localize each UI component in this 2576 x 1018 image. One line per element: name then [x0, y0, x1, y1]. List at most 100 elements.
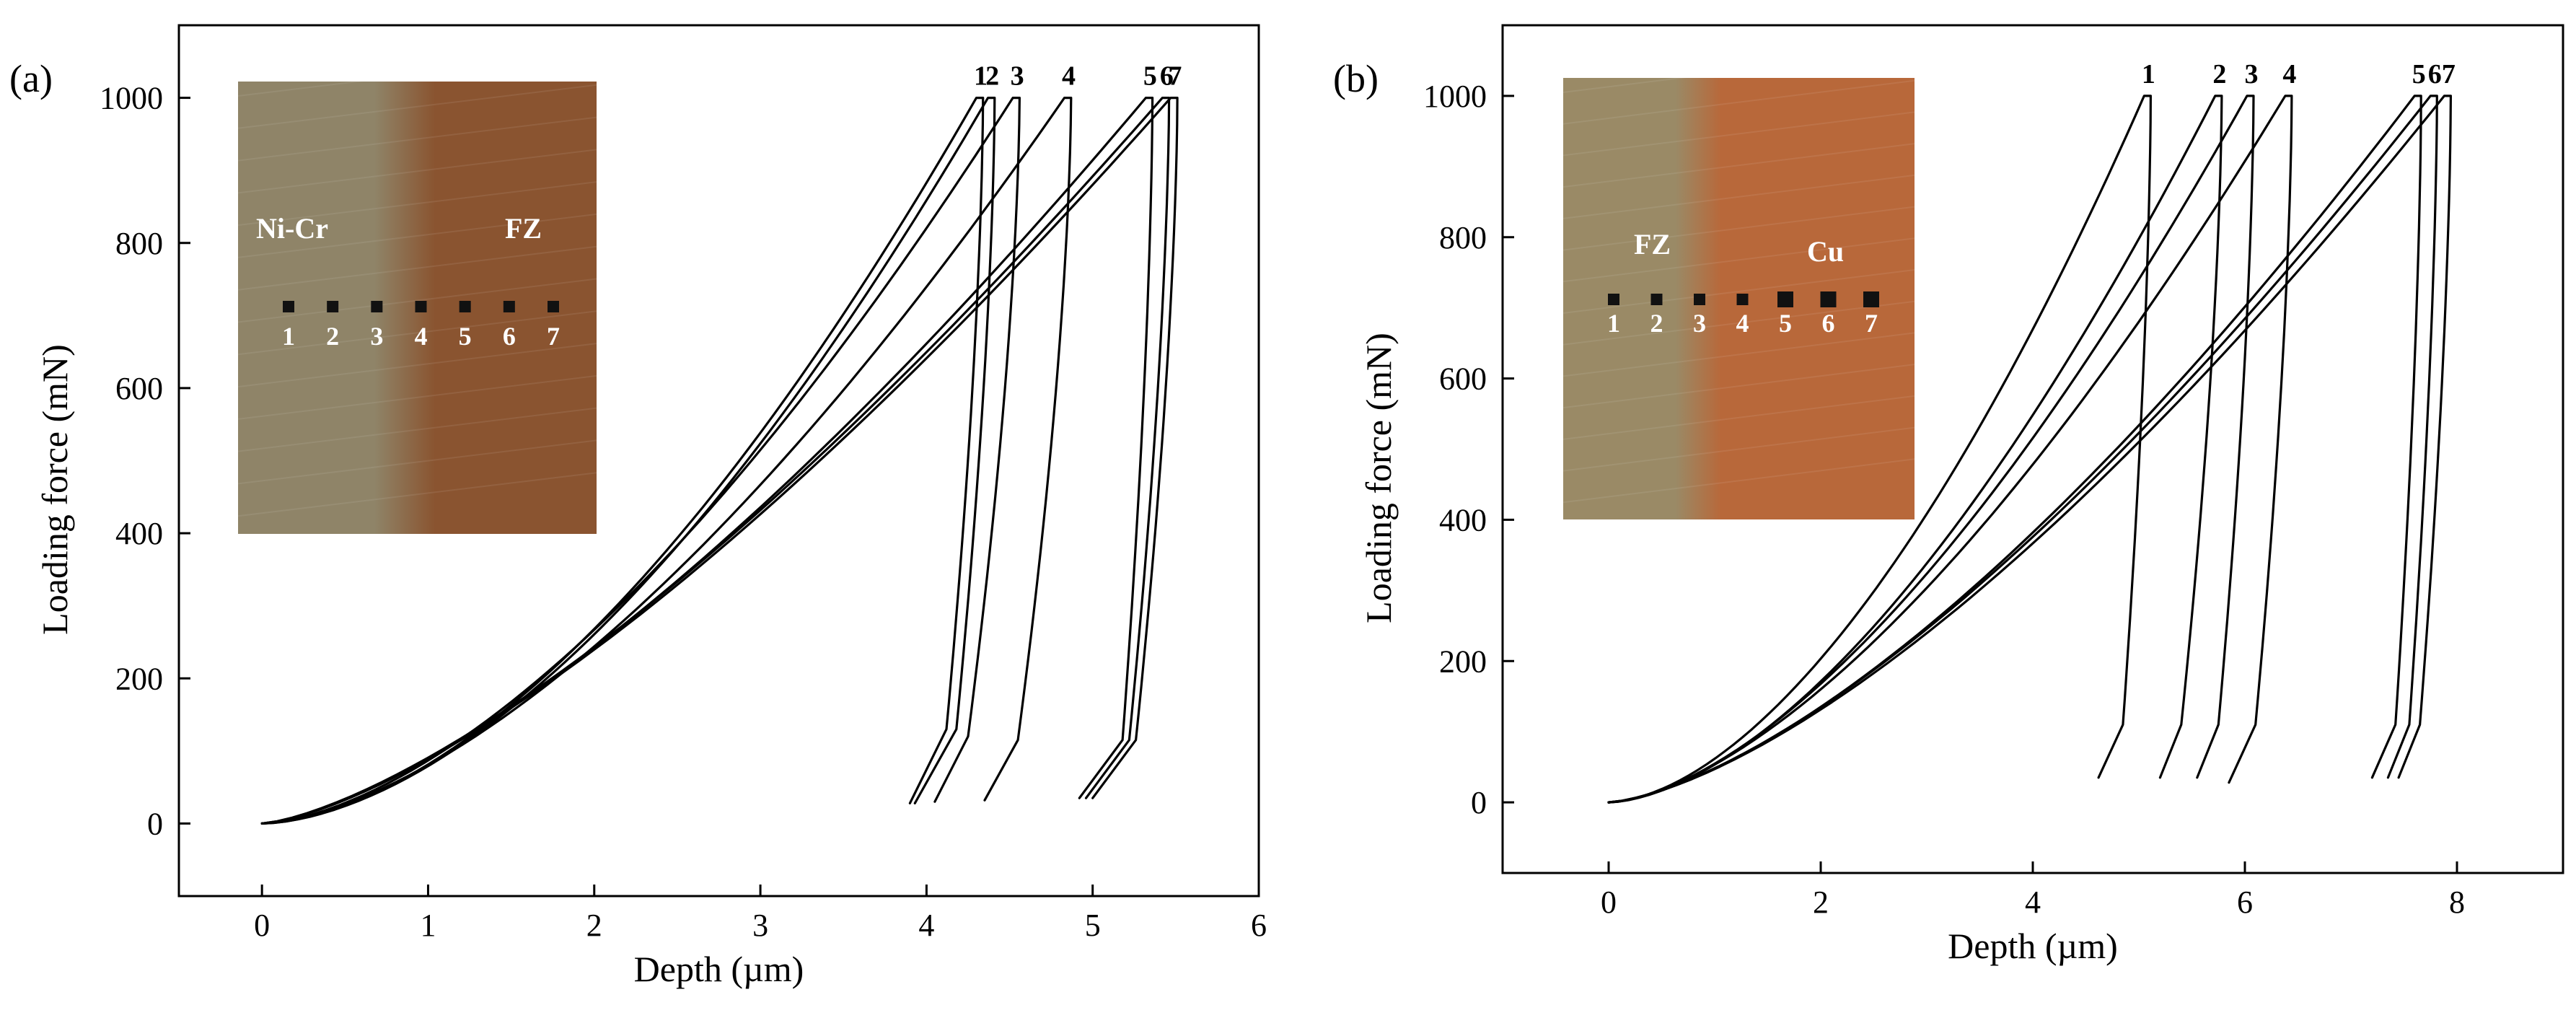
indent-mark: [1694, 294, 1705, 305]
indent-label: 7: [547, 322, 560, 351]
curve-6: [1607, 95, 2438, 804]
curve-1: [1607, 95, 2152, 804]
x-tick-label: 3: [752, 908, 768, 943]
indent-label: 1: [282, 322, 295, 351]
curve-label-2: 2: [985, 61, 999, 92]
y-tick-label: 1000: [1423, 79, 1487, 114]
inset-texture: [1562, 206, 1915, 251]
y-tick-label: 800: [115, 226, 163, 261]
y-tick-label: 200: [1439, 644, 1487, 679]
x-tick-label: 4: [2025, 885, 2041, 920]
x-axis-label: Depth (µm): [1948, 926, 2118, 966]
inset-texture: [237, 278, 597, 323]
indent-label: 4: [415, 322, 428, 351]
inset-texture: [237, 472, 597, 517]
curve-label-7: 7: [2442, 59, 2456, 89]
inset-texture: [1562, 174, 1915, 219]
inset-texture: [1562, 364, 1915, 409]
x-tick-label: 2: [586, 908, 602, 943]
curve-3: [1607, 95, 2255, 804]
inset-texture: [1562, 426, 1915, 472]
y-tick-label: 400: [115, 516, 163, 551]
inset-texture: [1562, 458, 1915, 504]
indent-mark: [548, 301, 559, 312]
x-tick-label: 8: [2449, 885, 2465, 920]
inset-texture: [1562, 143, 1915, 188]
curve-4: [260, 97, 1073, 825]
x-tick-label: 2: [1813, 885, 1829, 920]
curve-label-2: 2: [2212, 59, 2226, 89]
indent-label: 7: [1865, 309, 1878, 338]
indent-label: 4: [1736, 309, 1749, 338]
plot-frame: [177, 24, 1260, 898]
indent-label: 6: [1822, 309, 1835, 338]
indent-mark: [1650, 294, 1663, 305]
inset-texture: [237, 84, 597, 129]
x-tick-label: 1: [420, 908, 436, 943]
x-tick-label: 0: [1601, 885, 1617, 920]
inset-texture: [1562, 237, 1915, 283]
x-tick-label: 5: [1085, 908, 1101, 943]
curve-label-5: 5: [1143, 61, 1157, 92]
indent-mark: [327, 301, 339, 312]
curve-label-1: 1: [974, 61, 988, 92]
indent-label: 3: [370, 322, 383, 351]
x-tick-label: 6: [2237, 885, 2253, 920]
inset-texture: [1562, 111, 1915, 157]
y-tick-label: 0: [147, 806, 163, 841]
inset-texture: [237, 245, 597, 291]
indent-mark: [503, 301, 515, 312]
curve-label-4: 4: [1062, 61, 1076, 92]
panel-label: (b): [1333, 57, 1379, 100]
indent-mark: [1777, 291, 1793, 307]
y-tick-label: 600: [115, 371, 163, 406]
curve-label-4: 4: [2282, 59, 2296, 89]
x-tick-label: 6: [1251, 908, 1267, 943]
indent-label: 6: [503, 322, 516, 351]
curve-7: [260, 97, 1179, 825]
inset-texture: [1562, 332, 1915, 377]
x-tick-label: 4: [918, 908, 934, 943]
indent-label: 5: [1779, 309, 1792, 338]
curve-label-6: 6: [2428, 59, 2442, 89]
inset-region-label: FZ: [1634, 228, 1671, 260]
y-tick-label: 800: [1439, 220, 1487, 255]
y-tick-label: 600: [1439, 361, 1487, 397]
curve-label-3: 3: [1011, 61, 1024, 92]
inset-texture: [1562, 269, 1915, 314]
inset-texture: [1562, 48, 1915, 93]
y-tick-label: 0: [1471, 785, 1487, 820]
inset-region-label: FZ: [505, 212, 542, 245]
panel-label: (a): [9, 57, 53, 100]
inset-texture: [1562, 79, 1915, 125]
inset-texture: [237, 181, 597, 227]
indent-label: 2: [326, 322, 339, 351]
curve-label-6: 6: [1160, 61, 1174, 92]
inset-texture: [237, 116, 597, 162]
curve-label-5: 5: [2412, 59, 2426, 89]
indent-label: 5: [459, 322, 472, 351]
indent-label: 3: [1693, 309, 1706, 338]
indent-label: 1: [1607, 309, 1620, 338]
inset-texture: [237, 149, 597, 194]
inset-texture: [237, 213, 597, 258]
indent-label: 2: [1650, 309, 1663, 338]
indent-mark: [371, 301, 383, 312]
indent-mark: [1608, 294, 1619, 305]
y-axis-label: Loading force (mN): [1358, 333, 1399, 623]
y-tick-label: 1000: [100, 81, 163, 116]
inset-region-label: Cu: [1807, 235, 1844, 268]
chart-panel-b: 0 2 4 6 8 0 200 400 600 800 1000 Depth (µm) Loading …: [1333, 24, 2564, 966]
indent-mark: [283, 301, 294, 312]
inset-region-label: Ni-Cr: [256, 212, 328, 245]
curve-label-1: 1: [2142, 59, 2155, 89]
inset-texture: [1562, 300, 1915, 346]
inset-texture: [237, 439, 597, 485]
curve-7: [1607, 95, 2452, 804]
inset-texture: [237, 310, 597, 356]
indent-mark: [1820, 291, 1837, 307]
inset-texture: [237, 407, 597, 452]
inset-texture: [1562, 395, 1915, 440]
